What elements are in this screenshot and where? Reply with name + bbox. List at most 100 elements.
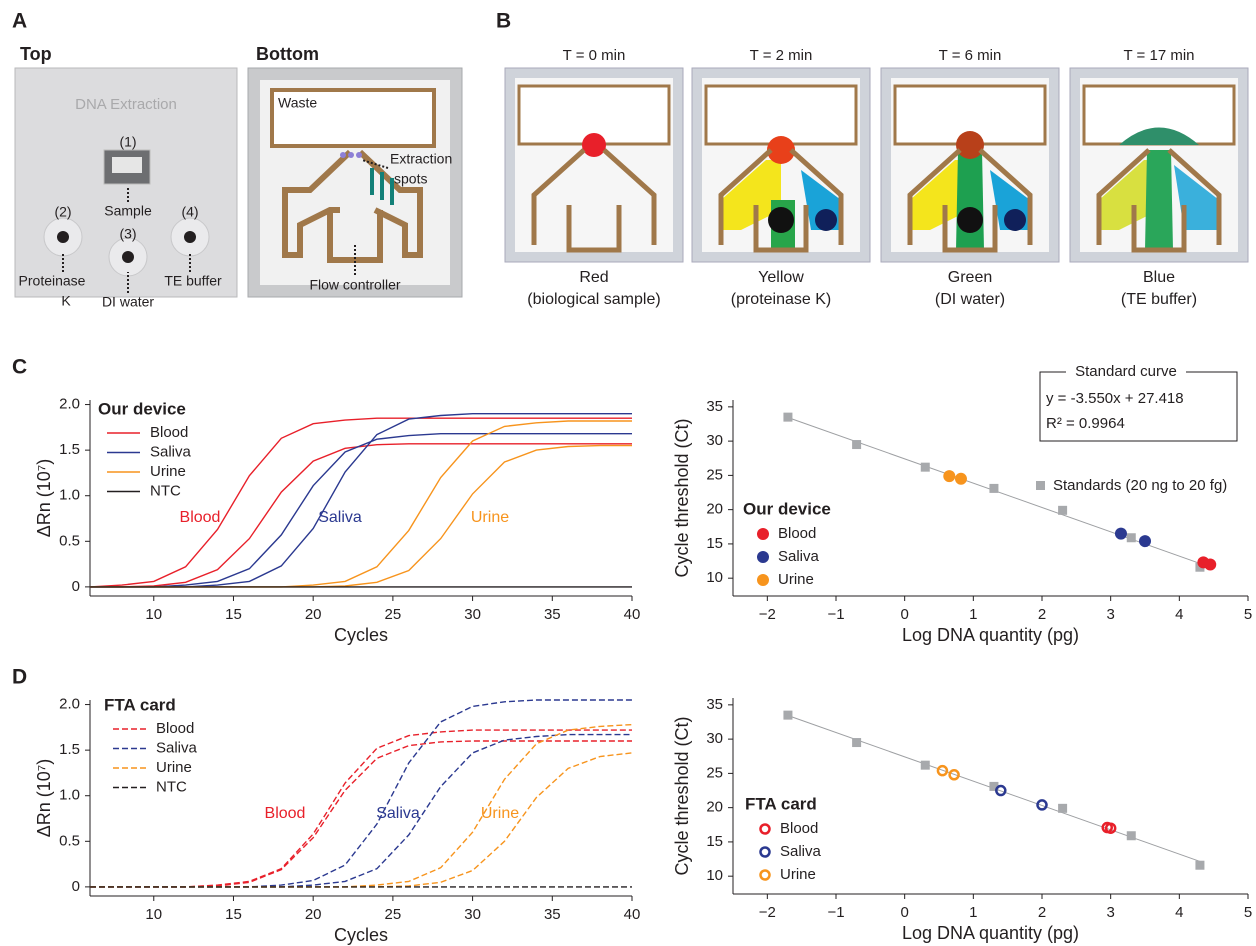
standard-point [783, 711, 792, 720]
y-tick-label: 0.5 [59, 532, 80, 549]
waste-pad [706, 86, 856, 144]
port-number: (3) [119, 226, 136, 242]
y-tick-label: 0.5 [59, 832, 80, 849]
sample-point [1115, 528, 1127, 540]
y-tick-label: 10 [706, 867, 723, 884]
port-label: Proteinase [19, 273, 86, 289]
legend-title: Our device [743, 499, 831, 518]
legend-label: Standards (20 ng to 20 fg) [1053, 477, 1227, 494]
curve-label: Blood [265, 805, 306, 822]
legend-label: Blood [156, 720, 194, 737]
region-label: Extraction [390, 151, 452, 167]
y-tick-label: 2.0 [59, 696, 80, 713]
y-tick-label: 20 [706, 799, 723, 816]
port-label: TE buffer [164, 273, 222, 289]
curve [90, 735, 632, 887]
photo [505, 68, 683, 262]
y-tick-label: 25 [706, 764, 723, 781]
x-tick-label: 40 [624, 906, 641, 923]
y-tick-label: 1.0 [59, 787, 80, 804]
y-tick-label: 15 [706, 535, 723, 552]
standard-point [989, 484, 998, 493]
frame-reagent: (proteinase K) [731, 291, 832, 308]
device-label: DNA Extraction [75, 96, 177, 113]
x-tick-label: 5 [1244, 904, 1252, 921]
legend-marker [1036, 481, 1045, 490]
photo [1070, 68, 1248, 262]
x-tick-label: 1 [969, 904, 977, 921]
legend-marker [757, 574, 769, 586]
dye [582, 133, 606, 157]
port-number: (2) [54, 204, 71, 220]
panel-title: Bottom [256, 44, 319, 64]
x-tick-label: 35 [544, 906, 561, 923]
photo [881, 68, 1059, 262]
x-tick-label: 40 [624, 606, 641, 623]
x-tick-label: −1 [827, 904, 844, 921]
x-tick-label: 25 [385, 606, 402, 623]
y-tick-label: 10 [706, 569, 723, 586]
sample-point [1204, 558, 1216, 570]
x-tick-label: 2 [1038, 606, 1046, 623]
frame-color: Red [579, 269, 608, 286]
y-tick-label: 30 [706, 730, 723, 747]
port-label: DI water [102, 294, 154, 310]
standard-point [852, 440, 861, 449]
y-tick-label: 20 [706, 501, 723, 518]
x-tick-label: 20 [305, 906, 322, 923]
y-tick-label: 15 [706, 833, 723, 850]
frame-color: Yellow [758, 269, 804, 286]
x-tick-label: −2 [759, 606, 776, 623]
curve-label: Urine [481, 805, 519, 822]
equation: y = -3.550x + 27.418 [1046, 390, 1184, 407]
sample-point [1038, 800, 1047, 809]
x-tick-label: 10 [145, 906, 162, 923]
region-label: spots [394, 171, 427, 187]
standard-point [1195, 861, 1204, 870]
legend-label: Saliva [150, 443, 192, 460]
y-tick-label: 0 [72, 878, 80, 895]
curve-label: Urine [471, 509, 509, 526]
equation-title: Standard curve [1075, 363, 1177, 380]
legend-label: Urine [150, 463, 186, 480]
x-tick-label: 4 [1175, 606, 1183, 623]
frame-color: Blue [1143, 269, 1175, 286]
y-tick-label: 0 [72, 578, 80, 595]
port-number: (1) [119, 134, 136, 150]
frame-time: T = 0 min [563, 47, 626, 64]
x-tick-label: 1 [969, 606, 977, 623]
x-tick-label: 25 [385, 906, 402, 923]
port-label: Sample [104, 203, 152, 219]
standard-point [1127, 831, 1136, 840]
frame-color: Green [948, 269, 992, 286]
dye [815, 209, 837, 231]
y-axis-title: ΔRn (10⁷) [34, 459, 54, 538]
dye [1004, 209, 1026, 231]
panel-label: C [12, 356, 27, 379]
legend-title: FTA card [104, 695, 176, 714]
legend-title: Our device [98, 399, 186, 418]
curve-label: Saliva [376, 805, 420, 822]
y-tick-label: 1.5 [59, 441, 80, 458]
y-tick-label: 1.5 [59, 741, 80, 758]
y-tick-label: 1.0 [59, 487, 80, 504]
legend-label: Saliva [156, 739, 198, 756]
standard-point [1058, 506, 1067, 515]
sample-point [943, 470, 955, 482]
x-tick-label: 3 [1106, 606, 1114, 623]
frame-time: T = 17 min [1123, 47, 1194, 64]
legend-marker [761, 825, 770, 834]
standard-point [852, 738, 861, 747]
x-tick-label: 4 [1175, 904, 1183, 921]
frame-reagent: (DI water) [935, 291, 1005, 308]
dye [767, 136, 795, 164]
legend-label: Saliva [778, 548, 820, 565]
x-tick-label: 15 [225, 606, 242, 623]
y-axis-title: ΔRn (10⁷) [34, 759, 54, 838]
legend-label: Blood [150, 424, 188, 441]
panel-title: Top [20, 44, 52, 64]
frame-reagent: (TE buffer) [1121, 291, 1197, 308]
legend-marker [757, 528, 769, 540]
y-tick-label: 35 [706, 696, 723, 713]
x-tick-label: −2 [759, 904, 776, 921]
